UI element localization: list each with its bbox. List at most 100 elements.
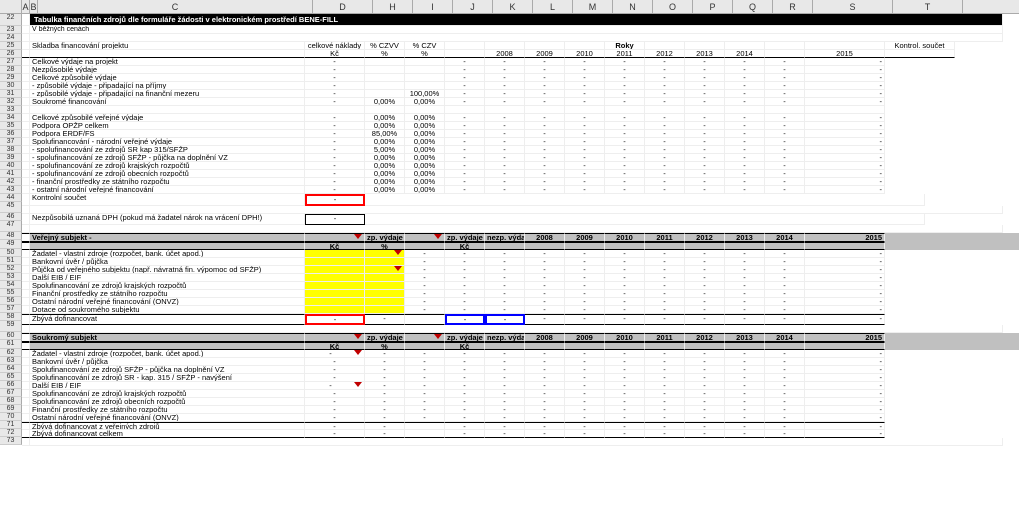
row-header[interactable]: 49: [0, 240, 22, 249]
row-header[interactable]: 46: [0, 213, 22, 221]
input-cell[interactable]: [365, 306, 405, 314]
cell[interactable]: -: [305, 74, 365, 82]
row-header[interactable]: 61: [0, 340, 22, 349]
input-cell[interactable]: [305, 282, 365, 290]
row-header[interactable]: 22: [0, 14, 22, 26]
cell[interactable]: 0,00%: [405, 146, 445, 154]
cell[interactable]: 0,00%: [405, 178, 445, 186]
cell[interactable]: -: [305, 186, 365, 194]
cell[interactable]: 0,00%: [405, 186, 445, 194]
cell[interactable]: -: [305, 374, 365, 382]
cell[interactable]: -: [305, 170, 365, 178]
row-header[interactable]: 72: [0, 429, 22, 437]
row-header[interactable]: 45: [0, 202, 22, 213]
row-header[interactable]: 62: [0, 349, 22, 357]
row-header[interactable]: 23: [0, 26, 22, 34]
cell[interactable]: 0,00%: [365, 178, 405, 186]
row-header[interactable]: 56: [0, 297, 22, 305]
cell[interactable]: -: [305, 162, 365, 170]
row-header[interactable]: 28: [0, 66, 22, 74]
cell[interactable]: 0,00%: [365, 114, 405, 122]
row-header[interactable]: 51: [0, 257, 22, 265]
row-header[interactable]: 70: [0, 413, 22, 421]
row-header[interactable]: 68: [0, 397, 22, 405]
row-header[interactable]: 27: [0, 58, 22, 66]
row-header[interactable]: 48: [0, 232, 22, 240]
row-header[interactable]: 50: [0, 249, 22, 257]
cell[interactable]: 0,00%: [405, 98, 445, 106]
row-header[interactable]: 47: [0, 221, 22, 232]
cell[interactable]: 0,00%: [405, 114, 445, 122]
cell[interactable]: -: [305, 178, 365, 186]
input-cell[interactable]: [365, 266, 405, 274]
ver-footer-j[interactable]: -: [445, 314, 485, 325]
cell[interactable]: -: [305, 154, 365, 162]
input-cell[interactable]: [365, 250, 405, 258]
cell[interactable]: 100,00%: [405, 90, 445, 98]
row-header[interactable]: 65: [0, 373, 22, 381]
cell[interactable]: -: [305, 66, 365, 74]
input-cell[interactable]: [305, 290, 365, 298]
col-header[interactable]: C: [38, 0, 313, 13]
cell[interactable]: -: [305, 366, 365, 374]
input-cell[interactable]: [365, 282, 405, 290]
cell[interactable]: -: [305, 82, 365, 90]
row-header[interactable]: 37: [0, 138, 22, 146]
cell[interactable]: -: [365, 374, 405, 382]
row-header[interactable]: 52: [0, 265, 22, 273]
col-header[interactable]: H: [373, 0, 413, 13]
input-cell[interactable]: [365, 274, 405, 282]
cell[interactable]: [405, 74, 445, 82]
cell[interactable]: [365, 58, 405, 66]
cell[interactable]: -: [365, 390, 405, 398]
row-header[interactable]: 69: [0, 405, 22, 413]
cell[interactable]: 0,00%: [365, 170, 405, 178]
row-header[interactable]: 30: [0, 82, 22, 90]
row-header[interactable]: 31: [0, 90, 22, 98]
cell[interactable]: 5,00%: [365, 146, 405, 154]
cell[interactable]: -: [305, 390, 365, 398]
input-cell[interactable]: [305, 306, 365, 314]
cell[interactable]: [365, 90, 405, 98]
col-header[interactable]: J: [453, 0, 493, 13]
cell[interactable]: -: [305, 98, 365, 106]
cell[interactable]: 85,00%: [365, 130, 405, 138]
row-header[interactable]: 24: [0, 34, 22, 42]
cell[interactable]: [305, 106, 365, 114]
col-header[interactable]: I: [413, 0, 453, 13]
cell[interactable]: 0,00%: [365, 122, 405, 130]
row-header[interactable]: 66: [0, 381, 22, 389]
col-header[interactable]: L: [533, 0, 573, 13]
row-header[interactable]: 33: [0, 106, 22, 114]
col-header[interactable]: M: [573, 0, 613, 13]
cell[interactable]: 0,00%: [365, 162, 405, 170]
row-header[interactable]: 44: [0, 194, 22, 202]
col-header[interactable]: P: [693, 0, 733, 13]
cell[interactable]: 0,00%: [405, 130, 445, 138]
col-header[interactable]: A: [22, 0, 30, 13]
input-cell[interactable]: [305, 298, 365, 306]
cell[interactable]: -: [365, 406, 405, 414]
row-header[interactable]: 32: [0, 98, 22, 106]
cell[interactable]: -: [305, 398, 365, 406]
cell[interactable]: -: [305, 122, 365, 130]
cell[interactable]: [365, 74, 405, 82]
row-header[interactable]: 63: [0, 357, 22, 365]
cell[interactable]: -: [365, 414, 405, 422]
row-header[interactable]: 53: [0, 273, 22, 281]
col-header[interactable]: K: [493, 0, 533, 13]
cell[interactable]: 0,00%: [365, 154, 405, 162]
row-header[interactable]: 43: [0, 186, 22, 194]
cell[interactable]: -: [305, 130, 365, 138]
cell[interactable]: -: [305, 350, 365, 358]
cell[interactable]: 0,00%: [365, 98, 405, 106]
cell[interactable]: [405, 82, 445, 90]
col-header[interactable]: D: [313, 0, 373, 13]
input-cell[interactable]: [365, 258, 405, 266]
cell[interactable]: 0,00%: [405, 122, 445, 130]
col-header[interactable]: T: [893, 0, 963, 13]
col-header[interactable]: S: [813, 0, 893, 13]
cell[interactable]: 0,00%: [405, 162, 445, 170]
cell[interactable]: 0,00%: [405, 154, 445, 162]
cell[interactable]: [405, 58, 445, 66]
